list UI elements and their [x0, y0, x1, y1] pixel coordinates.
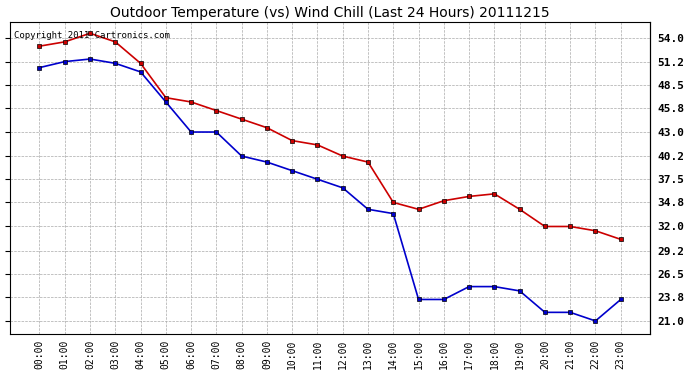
- Text: Copyright 2011 Cartronics.com: Copyright 2011 Cartronics.com: [14, 32, 170, 40]
- Title: Outdoor Temperature (vs) Wind Chill (Last 24 Hours) 20111215: Outdoor Temperature (vs) Wind Chill (Las…: [110, 6, 550, 20]
